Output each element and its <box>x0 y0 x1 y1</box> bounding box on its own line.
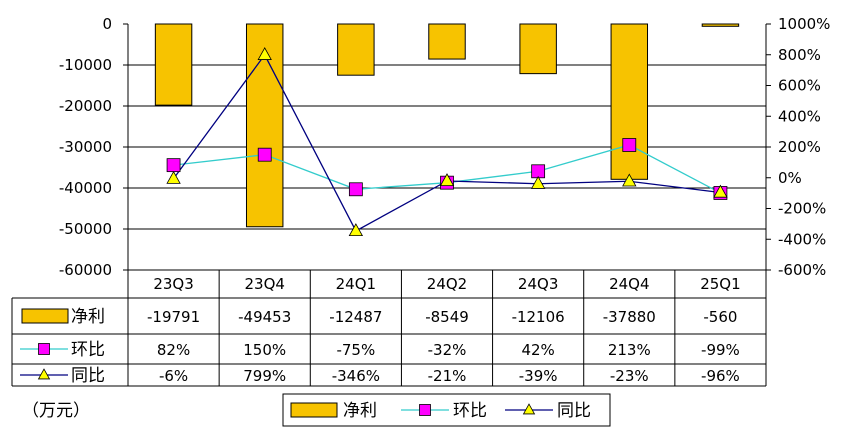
right-tick-label: -400% <box>778 230 826 248</box>
right-tick-label: 200% <box>778 138 821 156</box>
left-tick-label: 0 <box>102 15 112 33</box>
legend-label: 净利 <box>343 401 377 421</box>
left-tick-label: -40000 <box>59 179 112 197</box>
row-label: 同比 <box>71 366 105 386</box>
marker-环比-23Q4 <box>257 147 272 162</box>
table-cell: 799% <box>243 367 286 385</box>
legend-key-bar <box>290 402 338 418</box>
table-cell: -96% <box>701 367 740 385</box>
right-tick-label: 400% <box>778 107 821 125</box>
table-cell: -75% <box>336 341 375 359</box>
right-tick-label: -600% <box>778 261 826 279</box>
table-cell: -8549 <box>425 308 469 326</box>
axes: 0 -10000 -20000 -30000 -40000 -50000 -60000 100… <box>59 15 831 279</box>
legend: 净利 环比 同比 <box>282 393 611 427</box>
category-label: 23Q4 <box>244 275 284 293</box>
table-cell: -39% <box>519 367 558 385</box>
left-tick-label: -50000 <box>59 220 112 238</box>
category-label: 23Q3 <box>153 275 193 293</box>
left-tick-label: -20000 <box>59 97 112 115</box>
table-cell: 42% <box>521 341 554 359</box>
marker-同比-24Q2 <box>439 173 455 187</box>
row-key-marker <box>37 368 51 380</box>
legend-label: 环比 <box>453 401 487 421</box>
net-profit-bars <box>154 23 740 228</box>
table-cell: -12487 <box>329 308 382 326</box>
legend-key-marker <box>522 403 536 415</box>
marker-环比-23Q3 <box>166 158 181 173</box>
table-cell: -346% <box>332 367 380 385</box>
table-cell: 213% <box>608 341 651 359</box>
right-tick-label: 800% <box>778 46 821 64</box>
marker-同比-23Q4 <box>257 47 272 60</box>
category-label: 24Q1 <box>336 275 376 293</box>
marker-环比-24Q3 <box>531 164 546 179</box>
bar-25Q1 <box>701 23 740 27</box>
table-cell: 150% <box>243 341 286 359</box>
marker-同比-23Q3 <box>166 170 181 184</box>
table-cell: -99% <box>701 341 740 359</box>
legend-label: 同比 <box>557 401 591 421</box>
marker-同比-24Q1 <box>348 223 364 237</box>
marker-同比-24Q3 <box>530 175 546 189</box>
row-key-marker <box>38 343 50 355</box>
table-cell: 82% <box>157 341 190 359</box>
table-cell: -23% <box>610 367 649 385</box>
gridlines <box>128 64 766 271</box>
table-cell: -21% <box>428 367 467 385</box>
right-tick-label: 600% <box>778 77 821 95</box>
bar-24Q1 <box>337 23 375 76</box>
bar-24Q2 <box>428 23 466 60</box>
data-table: 23Q3 23Q4 24Q1 24Q2 24Q3 24Q4 25Q1 净利 -19791 -494… <box>11 269 767 387</box>
category-label: 25Q1 <box>700 275 740 293</box>
table-cell: -560 <box>703 308 737 326</box>
bar-24Q3 <box>519 23 557 75</box>
table-cell: -37880 <box>603 308 656 326</box>
category-label: 24Q2 <box>427 275 467 293</box>
row-label: 环比 <box>71 340 105 360</box>
table-cell: -6% <box>159 367 188 385</box>
table-cell: -12106 <box>512 308 565 326</box>
bar-24Q4 <box>610 23 649 180</box>
marker-环比-24Q4 <box>622 138 637 152</box>
category-label: 24Q4 <box>609 275 649 293</box>
right-tick-label: -200% <box>778 200 826 218</box>
row-key-bar <box>21 308 69 324</box>
legend-key-marker <box>419 404 431 416</box>
marker-同比-24Q4 <box>622 173 637 187</box>
left-tick-label: -60000 <box>59 261 112 279</box>
bar-23Q3 <box>154 23 193 106</box>
table-cell: -49453 <box>238 308 291 326</box>
unit-note: （万元） <box>22 401 90 421</box>
right-tick-label: 0% <box>778 169 802 187</box>
table-cell: -19791 <box>147 308 200 326</box>
table-cell: -32% <box>428 341 467 359</box>
category-label: 24Q3 <box>518 275 558 293</box>
ratio-lines <box>166 47 728 237</box>
marker-环比-24Q1 <box>348 182 363 197</box>
right-tick-label: 1000% <box>778 15 830 33</box>
marker-同比-25Q1 <box>713 184 728 198</box>
left-tick-label: -30000 <box>59 138 112 156</box>
row-label: 净利 <box>71 307 105 327</box>
left-tick-label: -10000 <box>59 56 112 74</box>
